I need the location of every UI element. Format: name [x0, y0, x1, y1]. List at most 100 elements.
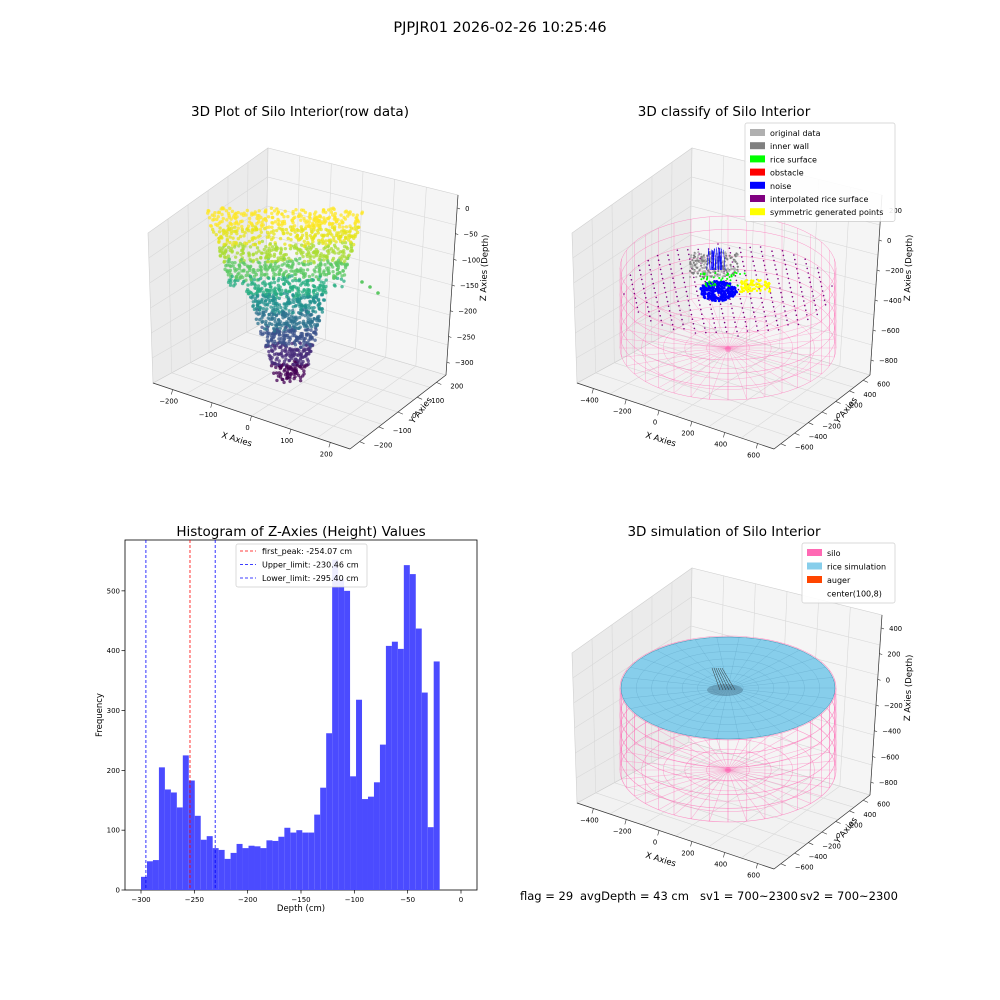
silo-floor-ring	[706, 337, 750, 359]
classified-point	[732, 260, 735, 263]
raw-data-point	[342, 215, 346, 220]
interpolated-point	[774, 315, 777, 317]
interpolated-point	[715, 331, 717, 334]
raw-data-point	[227, 213, 231, 218]
interpolated-point	[807, 318, 809, 321]
silo-floor-spoke	[626, 347, 729, 367]
raw-x-tick	[328, 442, 331, 448]
classified-point	[710, 275, 713, 278]
interpolated-point	[783, 305, 785, 308]
raw-data-point	[277, 264, 281, 268]
symmetric-point	[740, 285, 743, 288]
raw-data-point	[259, 273, 264, 278]
raw-data-point	[248, 245, 253, 249]
sim-y-tick-label: −200	[822, 843, 841, 851]
raw-y-tick	[397, 411, 404, 415]
raw-data-point	[279, 372, 283, 376]
raw-data-point	[237, 244, 241, 248]
raw-data-point	[248, 257, 252, 262]
raw-data-point	[220, 212, 224, 217]
rice-mesh-spoke	[727, 687, 833, 699]
raw-data-point	[277, 276, 281, 281]
histogram-bar	[320, 787, 327, 890]
interpolated-point	[654, 292, 656, 294]
classified-point	[736, 270, 740, 273]
raw-data-point	[224, 233, 229, 238]
raw-data-point	[269, 364, 274, 368]
raw-data-point	[332, 275, 336, 280]
raw-data-point	[259, 230, 263, 234]
silo-floor-ring	[662, 316, 794, 380]
silo-floor-spoke	[673, 769, 729, 816]
interpolated-point	[753, 265, 755, 267]
rice-surface-point	[712, 284, 715, 287]
raw-data-point	[216, 211, 221, 215]
raw-data-point	[316, 277, 321, 281]
interpolated-point	[679, 309, 681, 312]
interpolated-point	[650, 273, 652, 276]
raw-data-point	[296, 321, 300, 326]
raw-data-point	[283, 209, 287, 213]
raw-data-point	[312, 285, 317, 289]
legend-swatch	[750, 168, 765, 176]
raw-data-point	[255, 308, 259, 312]
interpolated-point	[677, 300, 679, 303]
interpolated-point	[776, 324, 779, 327]
raw-data-point	[311, 273, 315, 277]
classified-point	[699, 260, 702, 263]
raw-data-point	[274, 358, 278, 362]
raw-data-point	[287, 282, 292, 286]
interpolated-point	[793, 305, 796, 307]
noise-point	[723, 286, 726, 290]
raw-data-point	[337, 251, 341, 255]
raw-data-point	[238, 241, 242, 246]
raw-data-point	[302, 338, 306, 342]
raw-data-point	[293, 257, 298, 262]
raw-data-point	[275, 321, 280, 325]
raw-data-point	[268, 264, 273, 268]
classified-point	[734, 260, 737, 263]
raw-data-point	[228, 235, 232, 239]
classified-point	[703, 263, 706, 266]
legend-label: Lower_limit: -295.40 cm	[262, 574, 359, 583]
raw-data-point	[276, 256, 280, 260]
silo-floor-spoke	[634, 743, 729, 771]
interpolated-point	[668, 310, 671, 312]
interpolated-point	[785, 314, 787, 317]
sim-z-tick-label: 0	[886, 676, 890, 684]
sim-z-tick-label: −800	[879, 779, 898, 787]
raw-data-point	[228, 206, 232, 211]
silo-floor-spoke	[690, 347, 729, 398]
raw-data-point	[304, 221, 308, 225]
sim-y-tick	[849, 810, 855, 814]
raw-data-point	[298, 345, 303, 350]
interpolated-point	[678, 305, 680, 307]
symmetric-point	[766, 285, 769, 288]
raw-data-point	[308, 334, 312, 339]
sim-z-tick-label: −400	[882, 728, 901, 736]
raw-data-point	[267, 312, 272, 317]
noise-point	[733, 291, 737, 294]
raw-data-point	[291, 298, 295, 302]
symmetric-point	[764, 281, 767, 284]
raw-data-point	[331, 265, 335, 269]
histogram-bar	[236, 843, 243, 890]
raw-data-point	[306, 310, 310, 315]
histogram-title: Histogram of Z-Axies (Height) Values	[176, 524, 425, 540]
raw-data-point	[325, 228, 330, 233]
interpolated-point	[816, 267, 819, 269]
raw-data-point	[273, 361, 277, 366]
interpolated-point	[745, 274, 747, 277]
raw-data-point	[300, 361, 304, 365]
raw-data-point	[263, 298, 268, 303]
legend-label: obstacle	[770, 169, 804, 178]
noise-point	[715, 297, 719, 300]
raw-data-point	[271, 298, 275, 303]
raw-data-point	[246, 224, 251, 228]
interpolated-point	[668, 259, 670, 261]
raw-data-point	[211, 218, 215, 222]
raw-data-point	[258, 261, 262, 265]
raw-data-point	[338, 234, 343, 239]
raw-data-point	[307, 346, 311, 351]
raw-data-point	[298, 256, 302, 261]
